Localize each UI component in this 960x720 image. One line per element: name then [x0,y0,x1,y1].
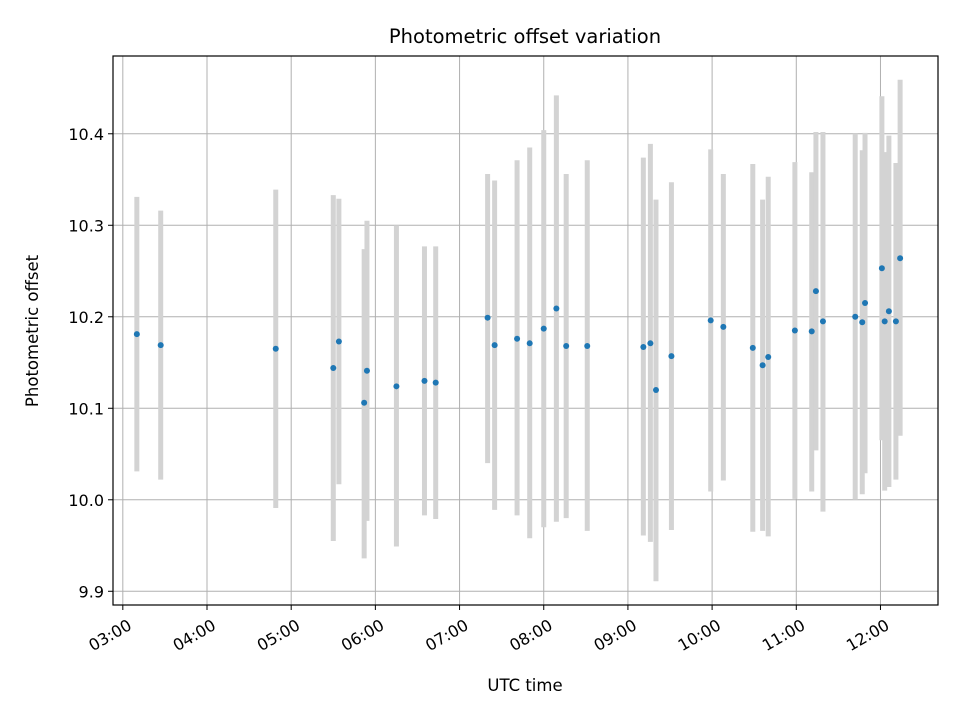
x-tick-label: 08:00 [506,615,555,655]
y-axis-title: Photometric offset [23,254,42,407]
data-point [707,317,714,324]
data-point [749,344,756,351]
error-bar-layer [134,79,903,582]
data-point [647,340,654,347]
data-point [808,328,815,335]
plot-frame [112,55,939,606]
x-tick-label: 11:00 [759,615,808,655]
data-point [668,353,675,360]
data-point [759,362,766,369]
data-point [157,342,164,349]
x-tick-label: 03:00 [85,615,134,655]
data-point [720,323,727,330]
data-point [765,354,772,361]
chart-title: Photometric offset variation [389,25,661,48]
data-point [819,318,826,325]
data-point [859,319,866,326]
data-point [421,377,428,384]
data-point [361,399,368,406]
x-tick-label: 06:00 [338,615,387,655]
data-point [393,383,400,390]
data-point-layer [133,255,904,406]
data-point [563,343,570,350]
data-point [330,365,337,372]
data-point [133,331,140,338]
y-tick-label: 9.9 [79,582,104,601]
data-point [540,325,547,332]
data-point [892,318,899,325]
data-point [897,255,904,262]
y-tick-label: 10.2 [68,308,104,327]
data-point [885,308,892,315]
x-tick-label: 07:00 [422,615,471,655]
y-tick-label: 10.0 [68,491,104,510]
data-point [881,318,888,325]
x-tick-label: 05:00 [254,615,303,655]
data-point [553,305,560,312]
data-point [652,386,659,393]
y-tick-label: 10.3 [68,216,104,235]
data-point [484,314,491,321]
data-point [272,345,279,352]
data-point [526,340,533,347]
data-point [812,288,819,295]
y-tick-label: 10.1 [68,399,104,418]
data-point [335,338,342,345]
x-axis-title: UTC time [487,676,562,695]
data-point [878,265,885,272]
data-point [363,367,370,374]
y-tick-label: 10.4 [68,125,104,144]
x-tick-label: 10:00 [675,615,724,655]
data-point [584,343,591,350]
x-tick-label: 12:00 [843,615,892,655]
data-point [491,342,498,349]
data-point [640,343,647,350]
data-point [862,300,869,307]
data-point [432,379,439,386]
x-tick-label: 09:00 [590,615,639,655]
data-point [514,335,521,342]
data-point [852,313,859,320]
data-point [791,327,798,334]
x-tick-label: 04:00 [170,615,219,655]
